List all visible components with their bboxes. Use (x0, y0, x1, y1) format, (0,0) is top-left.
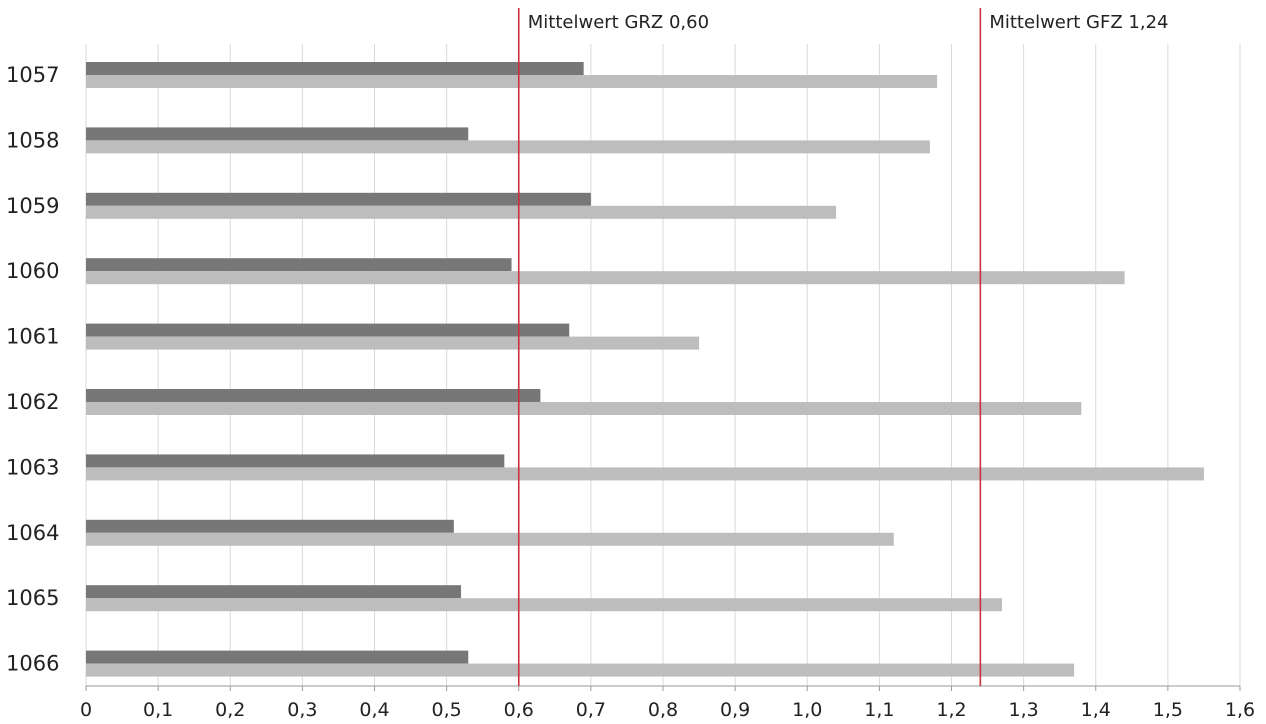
bar (86, 467, 1204, 481)
bar (86, 75, 938, 88)
bar (86, 663, 1075, 677)
bar (86, 192, 591, 206)
bar (86, 532, 894, 546)
reference-lines: Mittelwert GRZ 0,60 Mittelwert GFZ 1,24 (517, 8, 1168, 686)
x-tick-label: 0 (80, 699, 92, 721)
x-tick-label: 0,1 (143, 699, 173, 721)
category-label: 1061 (6, 325, 59, 349)
x-tick-label: 0,7 (576, 699, 606, 721)
category-label: 1057 (6, 63, 59, 87)
x-tick-label: 1,6 (1225, 699, 1255, 721)
bars (86, 62, 1204, 677)
bar (86, 205, 837, 219)
category-label: 1066 (6, 652, 59, 676)
category-label: 1062 (6, 390, 59, 414)
bar (86, 62, 584, 75)
bar (86, 389, 541, 402)
bar (86, 127, 469, 141)
bar (86, 650, 469, 664)
bar (86, 258, 512, 272)
x-tick-label: 1,5 (1153, 699, 1183, 721)
category-label: 1060 (6, 259, 59, 283)
bar (86, 585, 462, 599)
category-label: 1063 (6, 455, 59, 479)
category-label: 1059 (6, 194, 59, 218)
x-tick-label: 0,3 (287, 699, 317, 721)
reference-line-label: Mittelwert GRZ 0,60 (528, 12, 709, 33)
bar (86, 323, 570, 337)
x-tick-label: 0,4 (359, 699, 389, 721)
bar (86, 140, 930, 154)
category-label: 1064 (6, 521, 59, 545)
x-tick-label: 0,6 (504, 699, 534, 721)
x-tick-label: 0,5 (432, 699, 462, 721)
reference-line-label: Mittelwert GFZ 1,24 (989, 12, 1168, 33)
x-tick-label: 0,9 (720, 699, 750, 721)
bar (86, 271, 1125, 285)
x-tick-label: 1,3 (1009, 699, 1039, 721)
bar (86, 336, 700, 350)
x-axis: 0 0,1 0,2 0,3 0,4 0,5 0,6 0,7 0,8 0,9 1,0 1,1 1,2 1,3… (80, 685, 1255, 721)
x-tick-label: 0,2 (215, 699, 245, 721)
bar (86, 454, 505, 468)
x-tick-label: 1,1 (864, 699, 894, 721)
x-tick-label: 1,2 (936, 699, 966, 721)
category-label: 1065 (6, 586, 59, 610)
bar (86, 519, 454, 533)
x-tick-label: 1,4 (1081, 699, 1111, 721)
bar (86, 598, 1002, 612)
bar (86, 402, 1082, 415)
x-tick-label: 0,8 (648, 699, 678, 721)
x-tick-label: 1,0 (792, 699, 822, 721)
category-labels: 1057 1058 1059 1060 1061 1062 1063 1064 1065 1066 (6, 63, 59, 676)
category-label: 1058 (6, 128, 59, 152)
